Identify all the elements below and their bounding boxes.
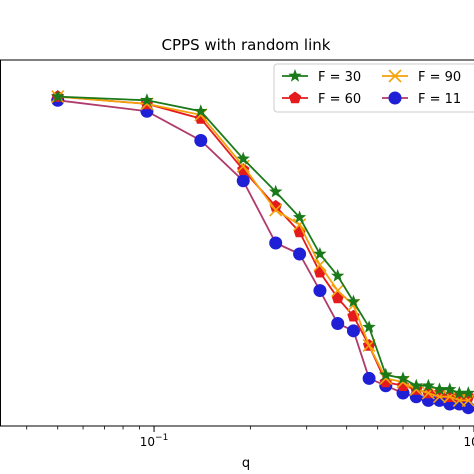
series-2-point-15-b	[443, 390, 457, 404]
x-ticks: 10−1 100	[26, 426, 474, 449]
series-0-point-2	[194, 104, 208, 117]
series-0	[51, 89, 474, 399]
series-2-point-4	[269, 203, 283, 217]
x-axis-label: q	[242, 456, 250, 471]
series-2-point-5	[293, 218, 307, 232]
series-2-point-17-b	[461, 393, 474, 407]
series-3-point-3	[236, 174, 250, 188]
series-0-point-1	[140, 93, 154, 106]
series-2	[51, 90, 474, 407]
series-0-point-9	[362, 320, 376, 333]
series-0-point-10	[379, 367, 393, 381]
series-0-point-8	[346, 294, 361, 308]
legend-box	[273, 63, 474, 113]
series-3-point-4	[269, 236, 283, 250]
series-0-point-11	[396, 371, 410, 385]
series-0-point-16	[452, 386, 466, 399]
legend-marker-2	[388, 69, 402, 83]
x-tick-label-0: 10−1	[140, 433, 169, 449]
series-0-point-5	[292, 210, 307, 223]
legend-label-3: F = 11	[418, 92, 461, 107]
series-2-point-4-b	[269, 203, 283, 217]
series-2-point-13-b	[421, 386, 435, 400]
series-0-point-4	[269, 184, 283, 198]
series-2-point-5-b	[293, 218, 307, 232]
series-1-point-4	[269, 199, 282, 212]
series-0-point-0	[51, 89, 65, 103]
series-2-point-7	[331, 284, 345, 298]
legend: F = 30 F = 60 F = 90 F = 11	[273, 63, 474, 113]
series-2-point-13	[421, 386, 435, 400]
legend-label-2: F = 90	[418, 70, 461, 85]
series-3-point-5	[293, 247, 307, 261]
series-0-point-6	[313, 247, 327, 260]
series-2-point-14	[432, 390, 447, 404]
series-3-point-2	[194, 134, 208, 148]
series-2-point-6-b	[313, 258, 327, 272]
series-0-point-12	[409, 378, 423, 392]
series-1	[51, 90, 474, 402]
series-3-line	[57, 99, 469, 409]
series-2-point-6	[313, 258, 327, 272]
series-2-point-9-b	[362, 338, 376, 353]
legend-marker-0	[288, 69, 302, 82]
series-2-line	[57, 95, 469, 402]
legend-label-1: F = 60	[318, 92, 361, 107]
series-0-point-14	[432, 382, 447, 396]
series-0-point-13	[421, 378, 435, 392]
series-0-point-17	[461, 386, 474, 399]
series-0-line	[57, 95, 469, 394]
series-0-point-3	[236, 151, 250, 165]
legend-label-0: F = 30	[318, 70, 361, 85]
series-3-point-8	[346, 324, 360, 338]
legend-marker-2-b	[388, 69, 402, 83]
series-3-point-9	[362, 371, 376, 385]
series-1-line	[57, 95, 469, 398]
series-2-point-17	[461, 393, 474, 407]
series-layer	[51, 89, 474, 415]
series-2-point-14-b	[432, 390, 447, 404]
series-2-point-9	[362, 338, 376, 353]
series-2-point-15	[443, 390, 457, 404]
series-3-point-6	[313, 284, 327, 298]
axes	[0, 59, 474, 427]
x-tick-label-1: 100	[463, 433, 474, 449]
series-1-point-3	[237, 163, 250, 176]
series-0-point-15	[443, 382, 457, 396]
series-0-point-7	[331, 268, 345, 282]
series-2-point-7-b	[331, 284, 345, 298]
chart-title: CPPS with random link	[162, 36, 331, 54]
legend-marker-1	[288, 91, 302, 104]
series-3	[51, 93, 474, 415]
legend-marker-3	[388, 91, 402, 105]
series-3-point-7	[331, 317, 345, 331]
